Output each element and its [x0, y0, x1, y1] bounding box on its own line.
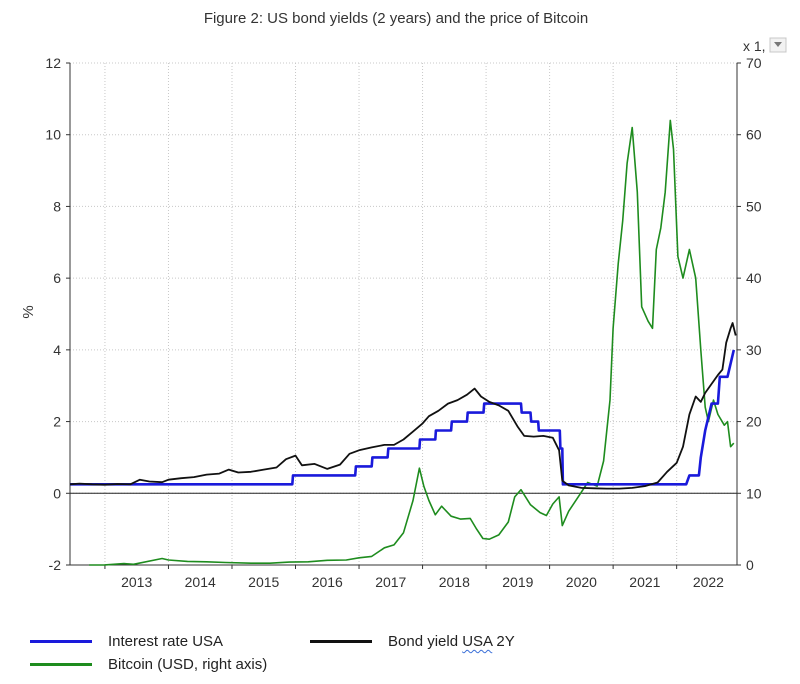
legend-swatch-bond [310, 640, 372, 643]
right-axis-multiplier: x 1, [743, 38, 766, 54]
y-right-tick-label: 60 [746, 127, 762, 143]
series-line-1 [69, 322, 737, 490]
y-left-tick-label: 0 [53, 485, 61, 501]
axes: -2 0 2 4 6 8 10 12 0 10 20 30 40 50 60 70 2013 2014 2015 20… [45, 55, 761, 590]
legend-label-bond-pre: Bond yield [388, 633, 463, 650]
legend-item-bitcoin: Bitcoin (USD, right axis) [30, 656, 267, 673]
legend-swatch-bitcoin [30, 663, 92, 666]
y-left-tick-label: 12 [45, 55, 61, 71]
series-line-2 [89, 119, 735, 566]
series-layer [69, 119, 737, 566]
y-right-tick-label: 30 [746, 342, 762, 358]
legend-label-bond-post: 2Y [492, 633, 515, 650]
legend-label-interest: Interest rate USA [108, 633, 224, 650]
x-tick-label: 2017 [375, 574, 406, 590]
legend-label-bitcoin: Bitcoin (USD, right axis) [108, 656, 268, 673]
y-left-tick-label: 2 [53, 414, 61, 430]
legend-swatch-interest [30, 640, 92, 643]
legend-item-interest: Interest rate USA [30, 633, 223, 650]
y-left-tick-label: 8 [53, 198, 61, 214]
x-tick-label: 2018 [439, 574, 470, 590]
x-tick-label: 2013 [121, 574, 152, 590]
y-left-tick-label: 6 [53, 270, 61, 286]
x-tick-label: 2014 [185, 574, 216, 590]
series-line-0 [70, 349, 736, 486]
x-tick-label: 2016 [312, 574, 343, 590]
x-tick-label: 2019 [502, 574, 533, 590]
x-tick-label: 2015 [248, 574, 279, 590]
y-right-tick-label: 20 [746, 414, 762, 430]
y-right-tick-label: 70 [746, 55, 762, 71]
y-left-tick-label: 10 [45, 127, 61, 143]
y-right-tick-label: 0 [746, 557, 754, 573]
y-left-tick-label: 4 [53, 342, 61, 358]
gridlines [70, 62, 737, 566]
y-left-tick-label: -2 [49, 557, 62, 573]
x-tick-label: 2022 [693, 574, 724, 590]
x-tick-label: 2021 [629, 574, 660, 590]
legend-label-bond: Bond yield USA 2Y [388, 633, 515, 650]
legend-item-bond: Bond yield USA 2Y [310, 633, 515, 650]
y-right-tick-label: 10 [746, 485, 762, 501]
y-axis-left-label: % [20, 305, 37, 318]
y-right-tick-label: 50 [746, 198, 762, 214]
dropdown-icon[interactable] [769, 37, 787, 53]
chart-title: Figure 2: US bond yields (2 years) and t… [204, 10, 588, 27]
y-right-tick-label: 40 [746, 270, 762, 286]
legend-label-bond-usa: USA [462, 633, 493, 650]
x-tick-label: 2020 [566, 574, 597, 590]
